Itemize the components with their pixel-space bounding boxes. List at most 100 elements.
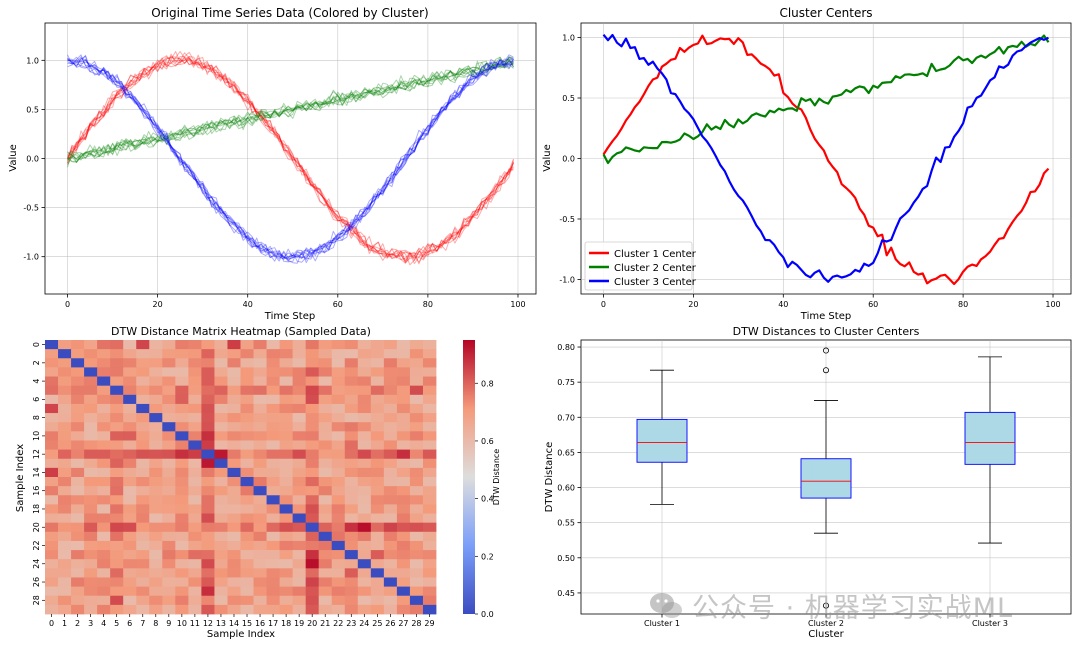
heatmap-cell [136, 495, 150, 505]
y-tick-label: 0.60 [557, 484, 575, 493]
heatmap-cell [422, 367, 437, 377]
heatmap-cell [188, 577, 202, 587]
x-tick-label: 20 [307, 619, 317, 628]
heatmap-cell [344, 504, 359, 514]
heatmap-cell [45, 604, 59, 615]
heatmap-cell [383, 604, 398, 615]
heatmap-cell [201, 431, 215, 441]
heatmap-cell [136, 568, 150, 578]
heatmap-cell [214, 376, 228, 387]
heatmap-cell [253, 513, 267, 524]
y-tick-label: 0.0 [26, 155, 39, 164]
heatmap-cell [370, 376, 385, 387]
heatmap-cell [318, 431, 333, 441]
heatmap-cell [318, 559, 333, 569]
heatmap-cell [396, 367, 411, 377]
heatmap-cell [214, 477, 228, 487]
time-series-lines [67, 51, 514, 266]
heatmap-cell [123, 531, 137, 542]
heatmap-cell [370, 586, 385, 597]
heatmap-cell [409, 431, 424, 441]
heatmap-cell [201, 522, 215, 533]
heatmap-cell [175, 449, 189, 460]
heatmap-cell [71, 540, 85, 551]
heatmap-cell [97, 477, 111, 487]
heatmap-cell [58, 385, 72, 396]
heatmap-cell [253, 559, 267, 569]
heatmap-cell [149, 358, 163, 368]
heatmap-cell [123, 403, 137, 414]
heatmap-cell [357, 422, 372, 432]
heatmap-cell [422, 340, 437, 350]
heatmap-cell [266, 385, 280, 396]
heatmap-cell [305, 604, 320, 615]
heatmap-cell [45, 559, 59, 569]
heatmap-cell [136, 367, 150, 377]
heatmap-cell [370, 577, 385, 587]
heatmap-cell [396, 604, 411, 615]
heatmap-cell [344, 440, 359, 450]
heatmap-cell [357, 550, 372, 560]
heatmap-cell [84, 577, 98, 587]
box-body [964, 411, 1016, 465]
y-tick-label: 12 [32, 449, 41, 459]
heatmap-cell [240, 540, 254, 551]
heatmap-cell [97, 394, 111, 405]
heatmap-cell [97, 595, 111, 606]
heatmap-cell [292, 486, 307, 496]
x-tick-label: Cluster 2 [808, 619, 844, 628]
heatmap-cell [344, 559, 359, 569]
heatmap-cell [71, 559, 85, 569]
heatmap-cell [110, 358, 124, 368]
heatmap-cell [292, 467, 307, 478]
heatmap-cell [357, 495, 372, 505]
heatmap-cell [318, 385, 333, 396]
heatmap-cell [201, 413, 215, 423]
heatmap-cell [214, 522, 228, 533]
heatmap-cell [318, 522, 333, 533]
heatmap-cell [279, 394, 294, 405]
heatmap-cell [136, 540, 150, 551]
heatmap-cell [188, 513, 202, 524]
heatmap-cell [188, 358, 202, 368]
heatmap-cell [266, 413, 280, 423]
heatmap-cell [279, 340, 294, 350]
heatmap-cell [175, 577, 189, 587]
heatmap-cell [45, 440, 59, 450]
heatmap-cell [344, 604, 359, 615]
heatmap-cell [58, 577, 72, 587]
x-tick-label: Cluster 3 [972, 619, 1008, 628]
heatmap-cell [383, 413, 398, 423]
heatmap-cell [396, 431, 411, 441]
centers-legend: Cluster 1 Center Cluster 2 Center Cluste… [584, 241, 697, 291]
heatmap-cell [292, 586, 307, 597]
heatmap-cell [318, 550, 333, 560]
heatmap-cell [240, 376, 254, 387]
x-tick-label: 15 [242, 619, 252, 628]
y-tick-label: -1.0 [559, 275, 575, 284]
centers-x-ticks: 0 20 40 60 80 100 [601, 294, 1061, 309]
heatmap-cell [84, 422, 98, 432]
boxplot-panel: DTW Distances to Cluster Centers 0.45 0.5… [544, 325, 1072, 640]
heatmap-cell [175, 486, 189, 496]
heatmap-cell [383, 431, 398, 441]
heatmap-cell [123, 376, 137, 387]
heatmap-cell [370, 513, 385, 524]
box-3 [964, 356, 1016, 544]
heatmap-cell [175, 531, 189, 542]
heatmap-cell [136, 486, 150, 496]
boxplot-title: DTW Distances to Cluster Centers [733, 325, 920, 338]
box-1 [636, 369, 688, 505]
heatmap-cell [214, 577, 228, 587]
heatmap-cell [318, 413, 333, 423]
heatmap-cell [58, 422, 72, 432]
heatmap-cell [422, 504, 437, 514]
heatmap-cell [123, 358, 137, 368]
heatmap-cell [331, 449, 346, 460]
heatmap-cell [227, 413, 241, 423]
x-tick-label: 19 [294, 619, 304, 628]
heatmap-cell [201, 504, 215, 514]
heatmap-cell [331, 394, 346, 405]
heatmap-cell [162, 531, 176, 542]
heatmap-cell [97, 449, 111, 460]
